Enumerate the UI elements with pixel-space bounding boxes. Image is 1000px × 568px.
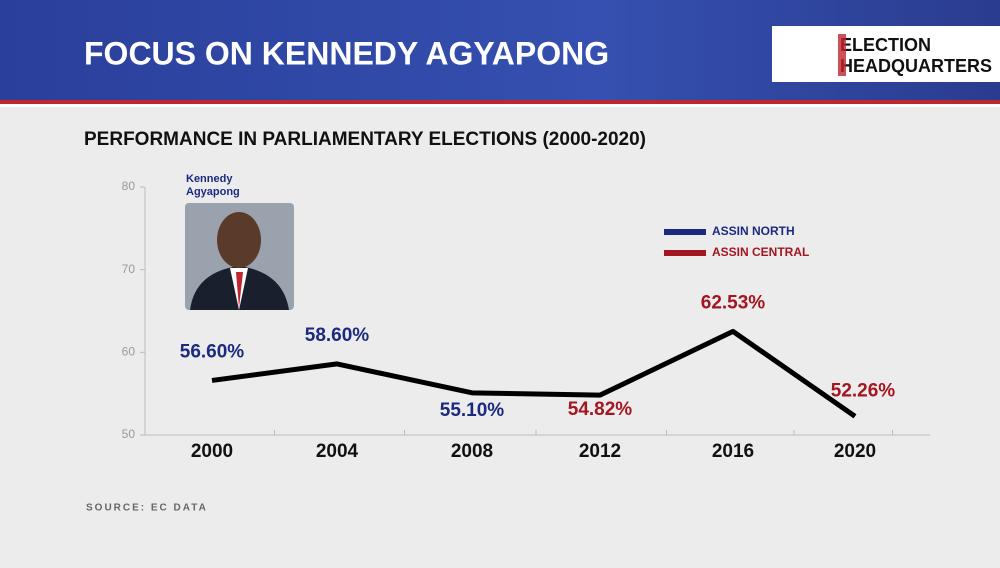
legend-swatch [664,229,706,235]
legend-label: ASSIN CENTRAL [712,245,809,259]
photo [185,203,294,310]
line [211,328,857,419]
logo-box [772,26,1000,82]
y-tick-label: 80 [122,179,136,193]
header-stripe-white [0,104,1000,107]
chart-title: PERFORMANCE IN PARLIAMENTARY ELECTIONS (… [84,129,646,150]
logo-accent [838,34,846,76]
photo-caption: Kennedy [186,173,233,185]
header-stripe [0,100,1000,104]
value-label: 56.60% [180,341,245,362]
x-tick-label: 2008 [451,441,493,462]
value-label: 52.26% [831,380,896,401]
x-tick-label: 2000 [191,441,233,462]
value-label: 55.10% [440,400,505,421]
logo-line: ELECTION [840,35,931,55]
logo-line: HEADQUARTERS [840,56,992,76]
y-tick-label: 60 [122,345,136,359]
value-label: 58.60% [305,325,370,346]
legend-label: ASSIN NORTH [712,224,795,238]
value-label: 62.53% [701,292,766,313]
header-title: FOCUS ON KENNEDY AGYAPONG [84,35,609,71]
x-tick-label: 2020 [834,441,876,462]
legend-swatch [664,250,706,256]
source: SOURCE: EC DATA [86,503,208,514]
photo-caption: Agyapong [186,186,240,198]
value-label: 54.82% [568,399,633,420]
x-tick-label: 2012 [579,441,621,462]
x-tick-label: 2016 [712,441,754,462]
y-tick-label: 50 [122,427,136,441]
y-tick-label: 70 [122,262,136,276]
x-tick-label: 2004 [316,441,359,462]
